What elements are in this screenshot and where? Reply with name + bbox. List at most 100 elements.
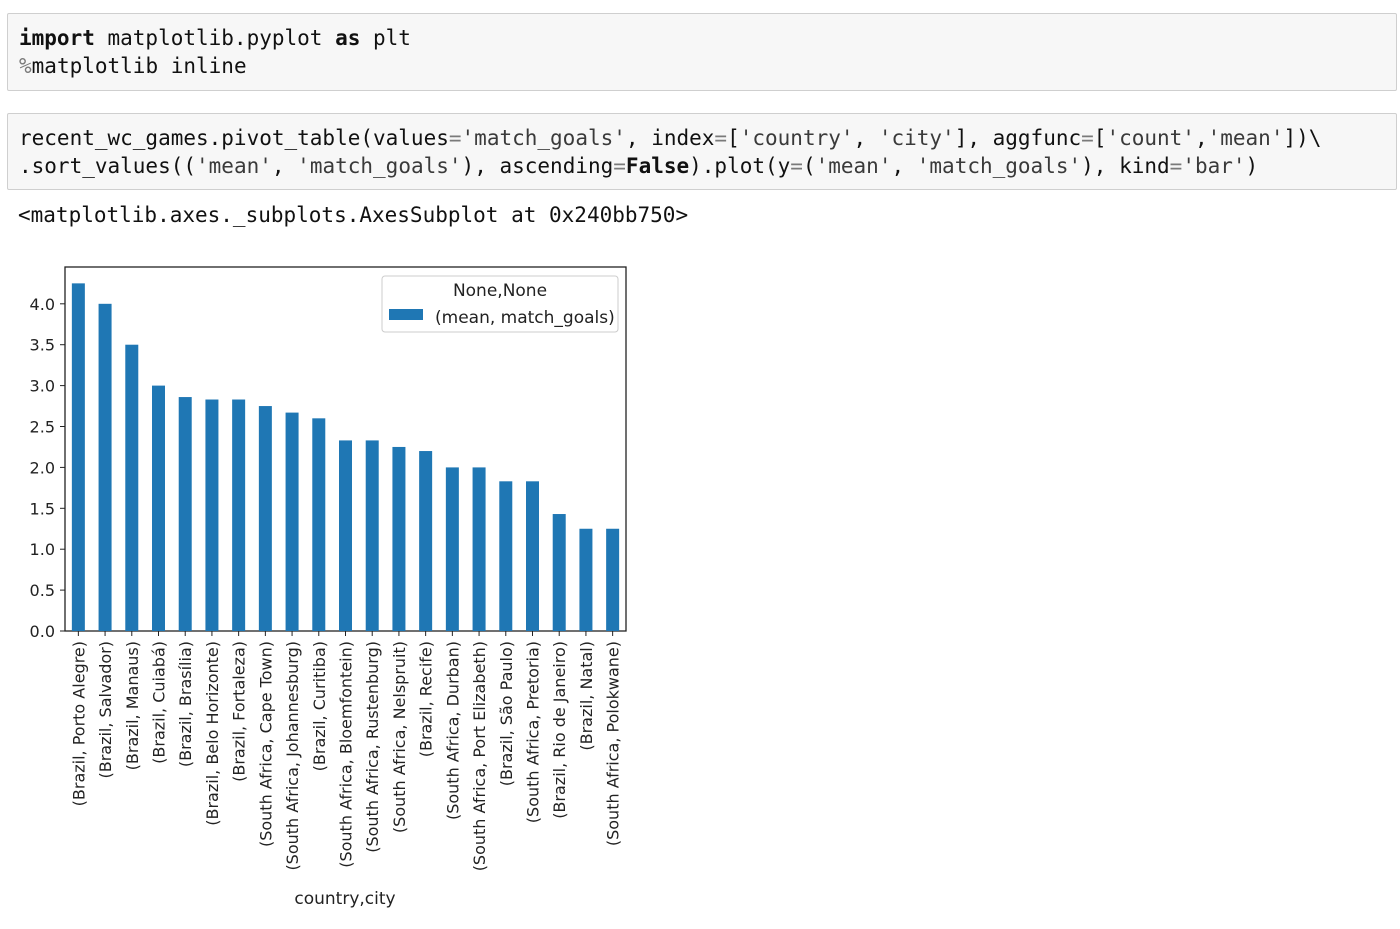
code-line: import matplotlib.pyplot as plt (19, 24, 1385, 52)
x-tick-label: (Brazil, Rio de Janeiro) (550, 641, 569, 819)
bar (125, 344, 139, 631)
y-tick-label: 0.0 (30, 622, 55, 641)
code-token: 'match_goals' (461, 126, 626, 150)
y-tick-label: 3.0 (30, 377, 55, 396)
bar (152, 385, 165, 631)
code-token: matplotlib.pyplot (94, 26, 336, 50)
y-tick-label: 3.5 (30, 336, 55, 355)
code-token: , index (625, 126, 715, 150)
bar (552, 514, 566, 631)
bar (178, 397, 192, 631)
code-token: 'city' (878, 126, 955, 150)
bar (579, 528, 593, 631)
code-token: 'mean' (196, 154, 272, 178)
bar (606, 528, 620, 631)
code-token: = (1169, 154, 1183, 178)
bar (419, 451, 433, 631)
code-token: [ (727, 126, 740, 150)
code-token: ])\ (1283, 126, 1322, 150)
code-token: 'count' (1106, 126, 1195, 150)
y-tick-label: 1.0 (30, 540, 55, 559)
x-tick-label: (Brazil, Porto Alegre) (69, 641, 88, 806)
code-token: recent_wc_games.pivot_table(values (19, 126, 449, 150)
bar (205, 399, 219, 631)
x-tick-label: (South Africa, Johannesburg) (283, 641, 302, 871)
y-tick-label: 2.5 (30, 418, 55, 437)
code-token: = (613, 154, 626, 178)
legend-title: None,None (453, 281, 547, 301)
code-token: ), kind (1081, 154, 1170, 178)
bar-chart: 0.0 0.5 1.0 1.5 2.0 2.5 3.0 3.5 4.0 (Brazil, Por… (30, 266, 627, 909)
code-token: , (1194, 126, 1208, 150)
x-tick-label: (South Africa, Bloemfontein) (337, 641, 356, 868)
bar (526, 481, 539, 631)
code-token: , (853, 126, 879, 150)
code-token: ), ascending (461, 154, 614, 178)
legend-series-label: (mean, match_goals) (435, 308, 615, 328)
x-tick-label: (Brazil, Natal) (577, 641, 596, 751)
legend-swatch (389, 309, 423, 320)
y-tick-label: 0.5 (30, 581, 55, 600)
x-tick-label: (Brazil, Cuiabá) (150, 641, 169, 764)
code-token: ( (802, 154, 816, 178)
bar (339, 440, 352, 631)
code-token: = (448, 126, 462, 150)
bar (499, 481, 513, 631)
bar (472, 467, 486, 631)
code-cell-1[interactable]: import matplotlib.pyplot as plt %matplotl… (7, 13, 1397, 91)
code-token: ) (1245, 154, 1259, 178)
y-tick-label: 4.0 (30, 295, 55, 314)
code-token: = (790, 154, 803, 178)
code-token: , (891, 154, 917, 178)
x-tick-label: (South Africa, Rustenburg) (363, 641, 382, 853)
code-token: .sort_values(( (19, 154, 197, 178)
code-token: 'mean' (1207, 126, 1284, 150)
legend-box (381, 275, 619, 333)
x-tick-label: (Brazil, Salvador) (96, 641, 115, 779)
code-token: [ (1093, 126, 1107, 150)
code-token: matplotlib inline (31, 54, 247, 78)
x-tick-label: (Brazil, Recife) (417, 641, 436, 757)
code-token: % (19, 54, 32, 78)
code-token: 'match_goals' (916, 154, 1082, 178)
code-token: 'mean' (815, 154, 892, 178)
x-tick-label: (South Africa, Nelspruit) (390, 641, 409, 833)
code-token: 'country' (739, 126, 854, 150)
x-tick-label: (Brazil, Brasília) (176, 641, 195, 767)
x-tick-label: (South Africa, Durban) (443, 641, 462, 820)
cell-output-text: <matplotlib.axes._subplots.AxesSubplot a… (18, 203, 689, 227)
code-token: import (19, 26, 95, 50)
x-tick-label: (South Africa, Polokwane) (604, 641, 623, 846)
code-token: ], aggfunc (954, 126, 1082, 150)
bar (365, 440, 379, 631)
code-token: False (625, 154, 690, 178)
bar (445, 467, 459, 631)
x-tick-label: (Brazil, Belo Horizonte) (203, 641, 222, 826)
bar (285, 412, 299, 631)
bar (258, 406, 272, 631)
x-tick-label: (Brazil, São Paulo) (497, 641, 516, 786)
x-axis-label: country,city (294, 889, 395, 909)
code-cell-2[interactable]: recent_wc_games.pivot_table(values='matc… (7, 113, 1397, 190)
x-tick-label: (South Africa, Port Elizabeth) (470, 641, 489, 871)
x-tick-label: (Brazil, Curitiba) (310, 641, 329, 771)
x-tick-label: (Brazil, Manaus) (123, 641, 142, 770)
code-token: plt (360, 26, 411, 50)
bar (98, 303, 112, 631)
bar (232, 399, 246, 631)
code-line: recent_wc_games.pivot_table(values='matc… (19, 124, 1385, 152)
bar (392, 446, 406, 631)
code-line: .sort_values(('mean', 'match_goals'), as… (19, 152, 1385, 180)
x-tick-label: (Brazil, Fortaleza) (230, 641, 249, 782)
code-token: = (1081, 126, 1094, 150)
code-token: = (714, 126, 728, 150)
x-tick-label: (South Africa, Pretoria) (524, 641, 543, 823)
code-token: , (271, 154, 298, 178)
bar (71, 283, 85, 631)
code-token: 'bar' (1182, 154, 1246, 178)
legend: None,None (mean, match_goals) (381, 275, 619, 333)
code-token: ).plot(y (689, 154, 791, 178)
code-token: 'match_goals' (297, 154, 462, 178)
x-tick-label: (South Africa, Cape Town) (256, 641, 275, 847)
y-tick-label: 1.5 (30, 499, 55, 518)
